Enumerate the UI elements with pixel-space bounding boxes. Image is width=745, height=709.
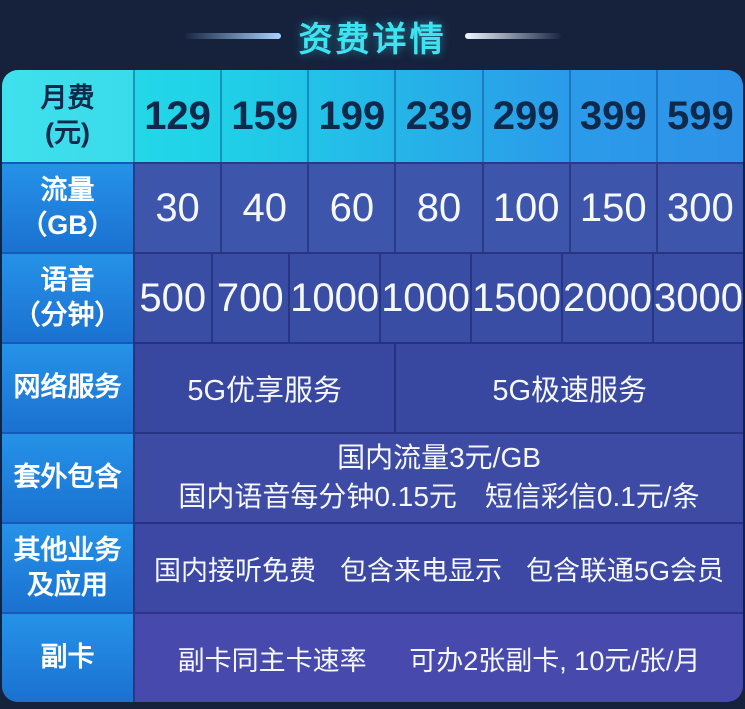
num-value: 30 <box>155 185 200 230</box>
voice-value: 1500 <box>470 252 562 342</box>
network-service-left: 5G优享服务 <box>133 342 395 432</box>
data-value: 60 <box>307 162 395 252</box>
row-label-network: 网络服务 <box>2 342 133 432</box>
row-data-allowance: 流量 （GB） 30 40 60 80 100 150 300 <box>2 162 743 252</box>
row-monthly-fee: 月费 (元) 129 159 199 239 299 399 599 <box>2 70 743 162</box>
num-value: 3000 <box>654 275 743 320</box>
monthly-fee-value: 199 <box>307 70 394 162</box>
row-label-text2: 及应用 <box>27 570 108 600</box>
row-label-text: 其他业务 <box>13 534 122 565</box>
data-value: 100 <box>481 162 569 252</box>
row-label-data: 流量 （GB） <box>2 162 133 252</box>
subcard-speed-text: 副卡同主卡速率 <box>177 645 367 676</box>
num-value: 1000 <box>381 275 471 320</box>
monthly-fee-value: 599 <box>655 70 743 162</box>
num-value: 150 <box>579 185 647 230</box>
num-value: 1500 <box>472 275 562 320</box>
title-bar: 资费详情 <box>0 0 745 70</box>
monthly-fee-value: 239 <box>394 70 481 162</box>
num-value: 100 <box>492 185 560 230</box>
row-label-unit: （分钟） <box>13 300 122 330</box>
fee-value: 599 <box>667 93 734 138</box>
num-value: 80 <box>416 185 462 230</box>
service-text: 5G极速服务 <box>492 375 648 407</box>
num-value: 1000 <box>290 275 380 320</box>
voice-value: 3000 <box>652 252 743 342</box>
row-label-text: 语音 <box>40 264 95 295</box>
service-text: 5G优享服务 <box>187 375 343 407</box>
fee-value: 199 <box>318 93 386 138</box>
data-value: 150 <box>568 162 656 252</box>
num-value: 300 <box>667 185 734 230</box>
row-label-text: 流量 <box>40 174 95 205</box>
row-voice-minutes: 语音 （分钟） 500 700 1000 1000 1500 2000 3000 <box>2 252 743 342</box>
row-secondary-card: 副卡 副卡同主卡速率 可办2张副卡, 10元/张/月 <box>2 612 743 702</box>
page-title: 资费详情 <box>298 20 447 59</box>
row-label-monthly-fee: 月费 (元) <box>2 70 133 162</box>
service-phrase: 包含来电显示 <box>339 555 502 586</box>
service-phrase: 包含联通5G会员 <box>525 555 725 586</box>
title-line-left <box>184 33 281 39</box>
voice-value: 1000 <box>288 252 380 342</box>
data-value: 40 <box>220 162 308 252</box>
subcard-price-text: 可办2张副卡, 10元/张/月 <box>409 645 701 676</box>
service-phrase: 国内接听免费 <box>153 555 316 586</box>
row-network-service: 网络服务 5G优享服务 5G极速服务 <box>2 342 743 432</box>
monthly-fee-value: 129 <box>133 70 220 162</box>
row-label-voice: 语音 （分钟） <box>2 252 133 342</box>
voice-value: 1000 <box>379 252 471 342</box>
row-label-unit: （GB） <box>20 210 115 240</box>
fee-value: 129 <box>144 93 211 138</box>
overage-line: 国内语音每分钟0.15元 短信彩信0.1元/条 <box>178 481 700 512</box>
num-value: 40 <box>242 185 287 230</box>
subcard-details: 副卡同主卡速率 可办2张副卡, 10元/张/月 <box>133 612 743 702</box>
data-value: 30 <box>133 162 221 252</box>
row-label-subcard: 副卡 <box>2 612 133 702</box>
data-value: 80 <box>394 162 482 252</box>
row-label-unit: (元) <box>45 118 90 148</box>
row-other-services: 其他业务 及应用 国内接听免费 包含来电显示 包含联通5G会员 <box>2 522 743 612</box>
monthly-fee-value: 299 <box>481 70 569 162</box>
monthly-fee-value: 399 <box>568 70 656 162</box>
row-label-text: 套外包含 <box>13 462 122 493</box>
row-label-text: 网络服务 <box>13 372 122 403</box>
row-overage-charges: 套外包含 国内流量3元/GB 国内语音每分钟0.15元 短信彩信0.1元/条 <box>2 432 743 522</box>
row-label-text: 月费 <box>40 82 95 113</box>
other-services-details: 国内接听免费 包含来电显示 包含联通5G会员 <box>133 522 743 612</box>
voice-value: 700 <box>210 252 289 342</box>
num-value: 60 <box>329 185 375 230</box>
voice-value: 2000 <box>561 252 653 342</box>
overage-line: 国内流量3元/GB <box>337 442 541 474</box>
pricing-table: 月费 (元) 129 159 199 239 299 399 599 流量 （G… <box>2 70 743 702</box>
num-value: 500 <box>139 275 207 320</box>
fee-value: 399 <box>579 93 647 138</box>
fee-value: 159 <box>231 93 299 138</box>
row-label-text: 副卡 <box>40 642 95 673</box>
network-service-right: 5G极速服务 <box>394 342 743 432</box>
title-line-right <box>464 33 561 39</box>
voice-value: 500 <box>133 252 211 342</box>
num-value: 2000 <box>563 275 653 320</box>
overage-details: 国内流量3元/GB 国内语音每分钟0.15元 短信彩信0.1元/条 <box>133 432 743 522</box>
data-value: 300 <box>655 162 743 252</box>
fee-value: 239 <box>405 93 473 138</box>
row-label-overage: 套外包含 <box>2 432 133 522</box>
num-value: 700 <box>216 275 284 320</box>
row-label-other: 其他业务 及应用 <box>2 522 133 612</box>
monthly-fee-value: 159 <box>220 70 307 162</box>
fee-value: 299 <box>492 93 560 138</box>
